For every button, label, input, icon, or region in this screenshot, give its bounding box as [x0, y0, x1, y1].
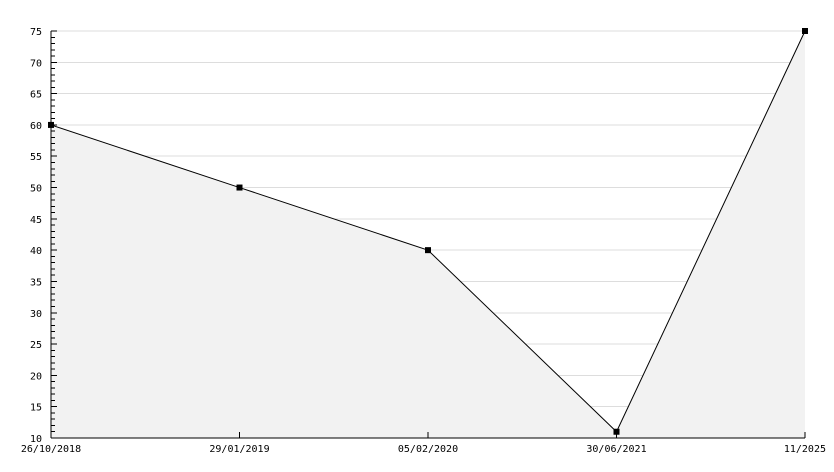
data-point: [236, 184, 243, 191]
y-tick-label: 45: [30, 215, 42, 226]
y-tick-label: 60: [30, 121, 42, 132]
data-point: [802, 28, 808, 34]
y-tick-label: 25: [30, 340, 42, 351]
y-tick-label: 15: [30, 403, 42, 414]
y-tick-label: 75: [30, 27, 42, 38]
y-tick-label: 20: [30, 371, 42, 382]
y-tick-label: 50: [30, 184, 42, 195]
x-tick-label: 05/02/2020: [398, 444, 458, 455]
data-point: [425, 247, 431, 254]
y-tick-label: 65: [30, 90, 42, 101]
y-tick-label: 30: [30, 309, 42, 320]
data-point: [613, 428, 620, 435]
y-tick-label: 55: [30, 152, 42, 163]
y-tick-label: 10: [30, 434, 42, 445]
y-tick-label: 40: [30, 246, 42, 257]
x-tick-label: 30/06/2021: [586, 444, 646, 455]
y-tick-label: 35: [30, 277, 42, 288]
data-point: [48, 121, 54, 128]
y-tick-label: 70: [30, 58, 42, 69]
area-fill: [51, 31, 805, 438]
x-tick-label: 11/2025: [784, 444, 826, 455]
x-tick-label: 26/10/2018: [21, 444, 81, 455]
x-tick-label: 29/01/2019: [209, 444, 269, 455]
